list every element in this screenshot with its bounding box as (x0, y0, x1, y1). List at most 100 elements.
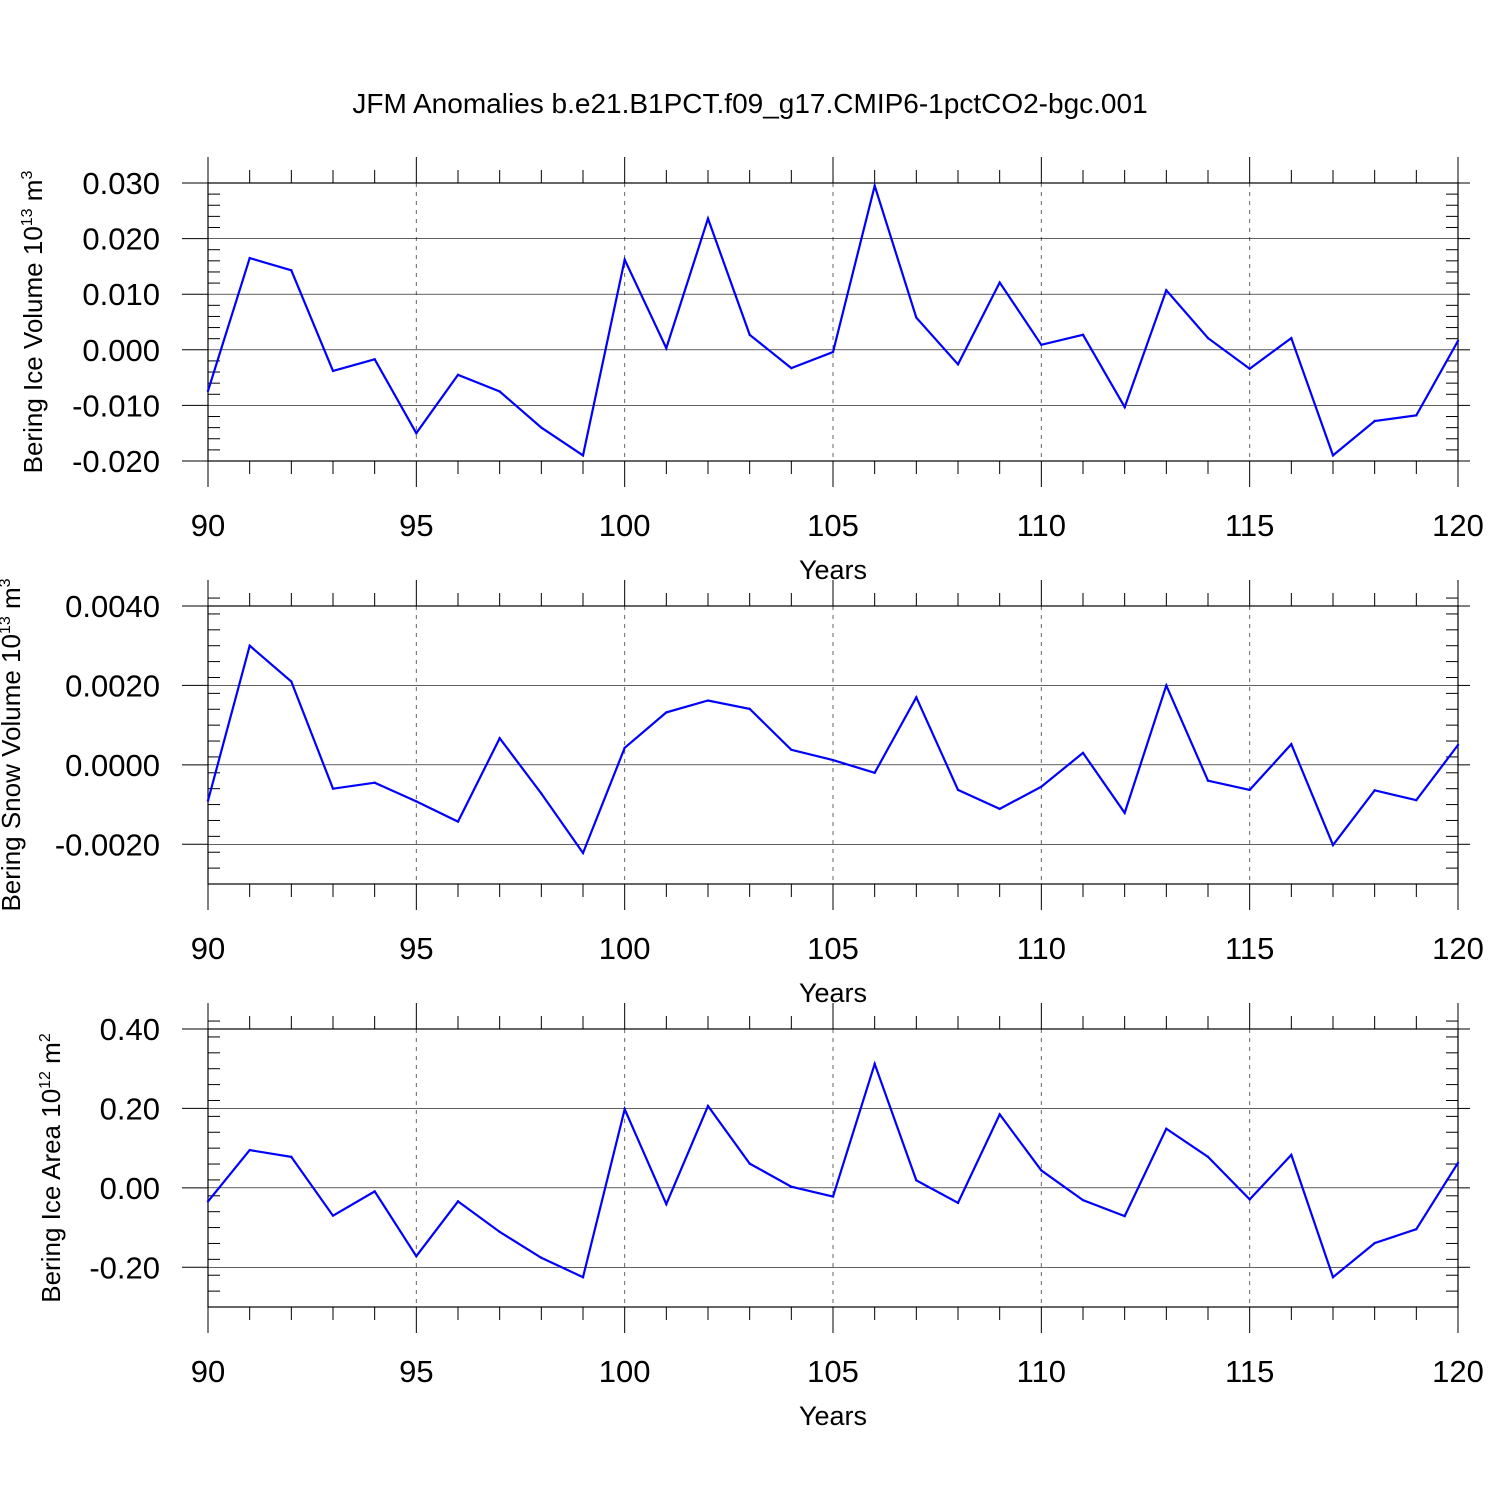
x-tick-label: 120 (1432, 931, 1484, 966)
x-tick-label: 115 (1225, 508, 1274, 543)
data-point (206, 799, 210, 802)
data-point (1373, 419, 1376, 423)
data-point (1040, 1169, 1043, 1172)
x-tick-label: 120 (1432, 1354, 1484, 1389)
data-point (1331, 1276, 1335, 1279)
data-point (706, 217, 710, 220)
data-point (248, 256, 251, 260)
data-point (1456, 1161, 1460, 1165)
data-point (915, 316, 918, 319)
chart-panel-3: -0.20 0.00 0.20 0.40 90 95 100 105 110 115 120 Year… (36, 1003, 1484, 1431)
data-point (831, 1195, 835, 1198)
x-tick-label: 90 (191, 931, 225, 966)
data-point (331, 1214, 335, 1217)
data-point (790, 1185, 793, 1188)
data-point (665, 711, 668, 714)
data-point (248, 1148, 251, 1152)
data-point (415, 800, 418, 803)
data-point (1290, 743, 1293, 746)
x-tick-label: 110 (1017, 508, 1066, 543)
data-point (1456, 339, 1460, 343)
data-point (873, 184, 876, 187)
y-tick-label: 0.0000 (65, 748, 160, 783)
data-point (290, 269, 293, 272)
data-point (248, 644, 251, 647)
data-point (1081, 333, 1085, 336)
data-point (581, 454, 585, 457)
data-point (748, 1162, 751, 1165)
data-point (998, 1113, 1001, 1116)
data-point (1290, 336, 1293, 340)
data-point (790, 748, 793, 751)
x-tick-label: 100 (599, 1354, 651, 1389)
y-tick-label: 0.000 (82, 333, 160, 368)
x-tick-label: 120 (1432, 508, 1484, 543)
data-point (1456, 743, 1460, 747)
data-point (1123, 811, 1126, 815)
y-tick-label: 0.020 (82, 222, 160, 257)
data-point (748, 333, 751, 336)
data-point (1206, 1155, 1210, 1159)
data-point (498, 1230, 501, 1234)
x-tick-label: 115 (1225, 931, 1274, 966)
y-tick-label: 0.20 (100, 1091, 160, 1126)
y-tick-label: 0.0020 (65, 668, 160, 703)
y-tick-label: -0.0020 (55, 827, 160, 862)
data-point (1165, 684, 1168, 687)
data-point (373, 781, 376, 784)
data-point (331, 787, 335, 790)
x-tick-label: 95 (399, 1354, 433, 1389)
data-point (206, 389, 210, 393)
data-point (1040, 343, 1043, 346)
y-tick-label: 0.0040 (65, 589, 160, 624)
x-tick-label: 110 (1017, 1354, 1066, 1389)
x-tick-label: 90 (191, 508, 225, 543)
y-axis-label: Bering Ice Volume 1013 m3 (18, 171, 48, 474)
data-point (915, 696, 918, 699)
data-point (915, 1179, 918, 1182)
data-point (831, 758, 835, 762)
data-point (415, 432, 418, 435)
data-point (1165, 289, 1168, 292)
y-axis-label: Bering Ice Area 1012 m2 (36, 1033, 66, 1303)
data-point (290, 1155, 293, 1159)
data-point (1123, 1214, 1126, 1218)
data-point (1331, 454, 1335, 457)
data-point (1165, 1127, 1168, 1130)
x-tick-label: 95 (399, 508, 433, 543)
data-point (998, 281, 1001, 284)
figure-title: JFM Anomalies b.e21.B1PCT.f09_g17.CMIP6-… (352, 88, 1148, 119)
data-point (456, 1200, 460, 1203)
data-point (956, 363, 960, 366)
chart-panel-1: -0.020 -0.010 0.000 0.010 0.020 0.030 90 95 100 1… (18, 157, 1484, 585)
x-tick-label: 105 (807, 1354, 859, 1389)
data-point (456, 373, 460, 377)
data-point (665, 346, 668, 350)
y-axis-label: Bering Snow Volume 1013 m3 (0, 578, 26, 911)
data-point (665, 1202, 668, 1206)
data-point (1415, 1227, 1418, 1231)
data-point (1248, 788, 1251, 792)
data-point (1331, 843, 1335, 847)
data-point (1040, 785, 1043, 788)
data-point (373, 358, 376, 361)
y-tick-label: 0.00 (100, 1171, 160, 1206)
data-point (748, 707, 751, 711)
data-point (1415, 414, 1418, 417)
data-point (706, 699, 710, 702)
data-point (1081, 751, 1085, 755)
data-point (706, 1104, 710, 1108)
data-point (1373, 1241, 1376, 1245)
data-point (1081, 1198, 1085, 1202)
data-point (1206, 779, 1210, 782)
data-point (956, 788, 960, 792)
data-point (1206, 336, 1210, 340)
y-tick-label: -0.010 (72, 388, 160, 423)
y-tick-label: 0.030 (82, 166, 160, 201)
x-tick-label: 115 (1225, 1354, 1274, 1389)
data-point (831, 350, 835, 354)
x-tick-label: 90 (191, 1354, 225, 1389)
chart-panel-2: -0.0020 0.0000 0.0020 0.0040 90 95 100 105 110 11… (0, 578, 1484, 1008)
data-point (623, 1108, 626, 1111)
